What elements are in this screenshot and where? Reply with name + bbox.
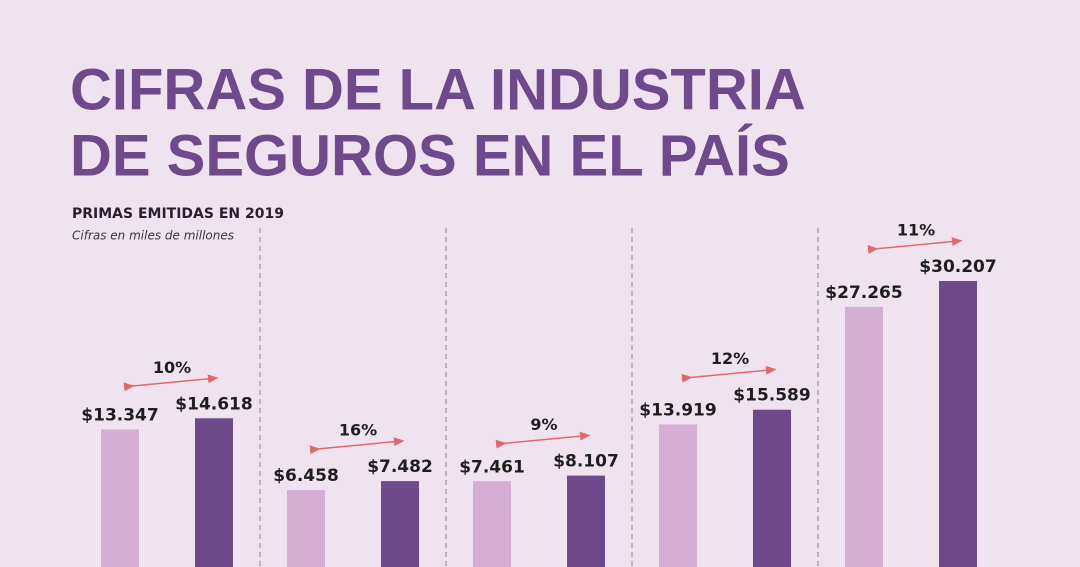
growth-arrow [495, 431, 591, 449]
growth-label: 12% [711, 349, 749, 368]
bar [659, 424, 697, 567]
bar [195, 418, 233, 567]
chart-title: DE SEGUROS EN EL PAÍS [70, 123, 790, 188]
growth-label: 16% [339, 421, 377, 440]
bar [473, 481, 511, 567]
value-label: $7.461 [459, 457, 525, 477]
value-label: $27.265 [825, 283, 902, 303]
bar [753, 409, 791, 567]
value-label: $8.107 [553, 452, 619, 472]
value-label: $14.618 [175, 394, 252, 414]
value-label: $30.207 [919, 257, 996, 277]
chart-subtitle: PRIMAS EMITIDAS EN 2019 [72, 206, 284, 222]
growth-arrow [867, 237, 963, 255]
bar [567, 475, 605, 567]
value-label: $13.919 [639, 400, 716, 420]
bar [101, 429, 139, 567]
chart-note: Cifras en miles de millones [72, 229, 234, 243]
bar [939, 281, 977, 567]
bar [287, 490, 325, 567]
value-label: $6.458 [273, 466, 339, 486]
dividers [259, 228, 819, 567]
bar [845, 306, 883, 567]
growth-arrow [123, 374, 219, 392]
growth-arrow [309, 437, 405, 455]
value-label: $13.347 [81, 405, 158, 425]
chart-title: CIFRAS DE LA INDUSTRIA [70, 57, 806, 122]
growth-label: 11% [897, 221, 935, 240]
value-label: $7.482 [367, 457, 433, 477]
growth-arrow [681, 365, 777, 383]
growth-label: 10% [153, 358, 191, 377]
bar [381, 481, 419, 567]
growth-label: 9% [530, 415, 557, 434]
value-label: $15.589 [733, 386, 810, 406]
